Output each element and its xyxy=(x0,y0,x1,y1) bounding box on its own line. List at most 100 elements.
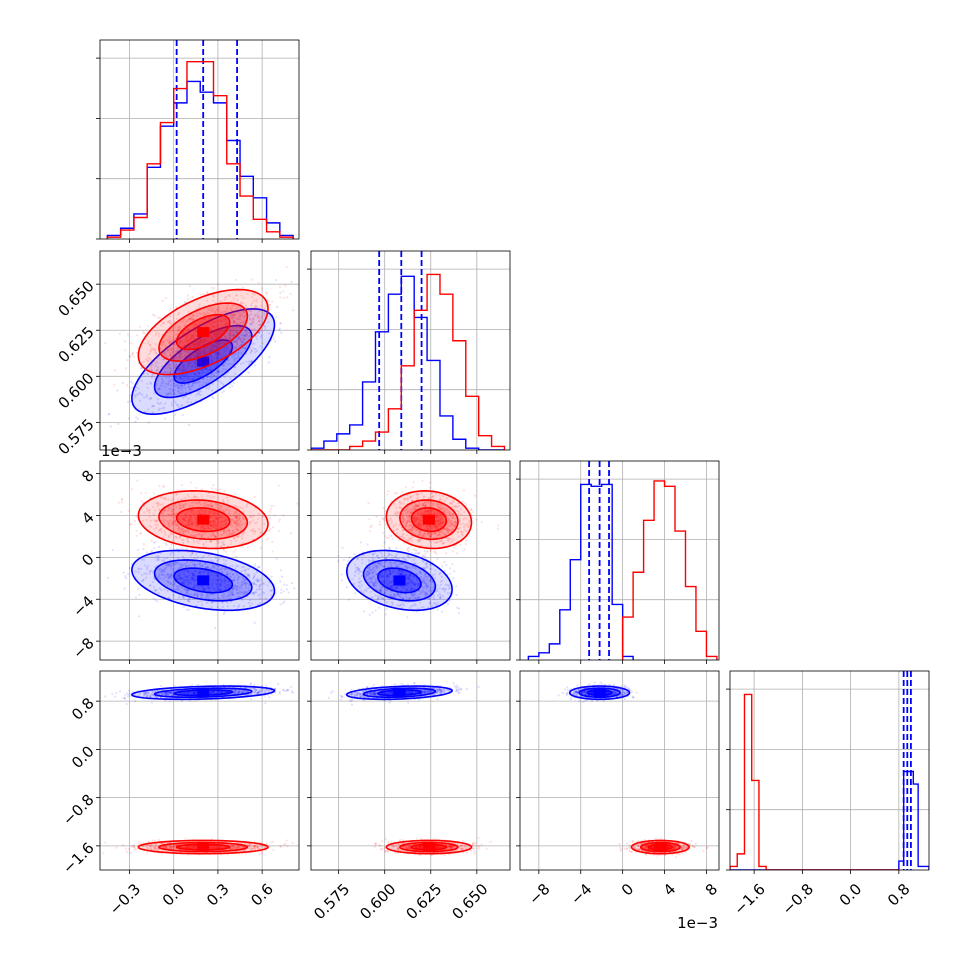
scatter-point-blue xyxy=(191,573,195,577)
scatter-point-blue xyxy=(238,326,242,329)
contour-blue xyxy=(153,324,253,399)
scatter-point-blue xyxy=(210,348,213,351)
scatter-point-red xyxy=(229,335,232,338)
scatter-point-red xyxy=(200,312,203,316)
scatter-point-blue xyxy=(197,351,200,355)
scatter-point-red xyxy=(221,331,224,334)
scatter-point-blue xyxy=(180,378,183,381)
scatter-point-blue xyxy=(181,570,184,573)
scatter-point-blue xyxy=(244,592,247,595)
scatter-point-blue xyxy=(193,343,196,346)
scatter-point-blue xyxy=(211,560,215,563)
scatter-point-blue xyxy=(223,582,227,585)
scatter-point-blue xyxy=(244,582,248,585)
scatter-point-red xyxy=(208,522,212,525)
scatter-point-blue xyxy=(196,354,199,358)
scatter-point-red xyxy=(226,345,230,348)
scatter-point-blue xyxy=(258,602,262,605)
scatter-point-blue xyxy=(200,585,203,588)
scatter-point-blue xyxy=(278,328,281,332)
scatter-point-red xyxy=(250,313,253,316)
scatter-point-blue xyxy=(225,574,229,577)
scatter-point-red xyxy=(259,547,262,550)
scatter-point-blue xyxy=(191,552,194,556)
scatter-point-blue xyxy=(107,413,110,416)
scatter-point-red xyxy=(235,328,238,331)
scatter-point-blue xyxy=(152,404,155,408)
scatter-point-red xyxy=(213,321,216,324)
y-tick-label: 0 xyxy=(78,550,97,569)
scatter-point-blue xyxy=(205,367,208,370)
scatter-point-blue xyxy=(274,278,278,282)
scatter-point-red xyxy=(143,332,146,335)
scatter-point-red xyxy=(195,330,198,333)
scatter-point-blue xyxy=(163,568,166,571)
scatter-point-blue xyxy=(185,608,188,611)
scatter-point-red xyxy=(208,316,211,319)
scatter-point-red xyxy=(176,332,179,336)
scatter-point-blue xyxy=(165,376,168,379)
scatter-point-blue xyxy=(197,392,200,395)
scatter-point-blue xyxy=(188,363,191,366)
scatter-point-blue xyxy=(183,384,186,387)
scatter-point-red xyxy=(149,348,152,352)
scatter-point-blue xyxy=(239,321,243,325)
scatter-point-blue xyxy=(173,581,176,584)
scatter-point-blue xyxy=(186,576,189,579)
scatter-point-blue xyxy=(174,376,177,379)
scatter-point-blue xyxy=(178,384,181,387)
scatter-point-blue xyxy=(166,589,169,592)
scatter-point-blue xyxy=(206,570,209,573)
scatter-point-red xyxy=(215,334,218,337)
scatter-point-red xyxy=(387,490,390,493)
scatter-point-blue xyxy=(226,570,229,574)
scatter-point-blue xyxy=(234,346,237,350)
scatter-point-red xyxy=(146,356,149,359)
scatter-point-blue xyxy=(233,346,236,349)
scatter-point-red xyxy=(251,322,254,325)
scatter-point-red xyxy=(155,333,158,336)
scatter-point-red xyxy=(169,307,172,310)
scatter-point-red xyxy=(174,333,177,336)
scatter-point-red xyxy=(193,355,196,358)
scatter-point-blue xyxy=(237,595,240,599)
scatter-point-blue xyxy=(215,578,218,582)
scatter-point-red xyxy=(258,323,261,327)
scatter-point-blue xyxy=(188,579,191,582)
scatter-point-blue xyxy=(223,349,226,353)
scatter-point-blue xyxy=(143,572,146,575)
scatter-point-blue xyxy=(209,349,212,352)
density-peak-blue xyxy=(197,356,210,367)
scatter-point-blue xyxy=(199,337,203,341)
scatter-point-blue xyxy=(216,586,219,589)
scatter-point-red xyxy=(212,484,215,487)
scatter-point-blue xyxy=(181,595,184,598)
scatter-point-red xyxy=(161,299,164,303)
scatter-point-blue xyxy=(213,357,216,360)
scatter-point-blue xyxy=(154,364,157,367)
scatter-point-blue xyxy=(253,621,256,624)
scatter-point-red xyxy=(217,283,220,286)
scatter-point-blue xyxy=(201,341,204,344)
scatter-point-blue xyxy=(238,349,241,352)
scatter-point-red xyxy=(190,323,194,326)
scatter-point-blue xyxy=(191,577,194,580)
scatter-point-red xyxy=(209,524,212,527)
scatter-point-red xyxy=(182,504,186,507)
scatter-point-blue xyxy=(172,393,175,396)
scatter-point-blue xyxy=(173,389,176,392)
scatter-point-red xyxy=(229,312,232,315)
scatter-point-blue xyxy=(259,578,263,582)
scatter-point-red xyxy=(463,548,466,551)
scatter-point-red xyxy=(213,330,216,334)
scatter-point-blue xyxy=(191,551,194,554)
scatter-point-red xyxy=(212,325,215,328)
scatter-point-blue xyxy=(181,369,184,372)
scatter-point-blue xyxy=(161,573,164,576)
scatter-point-blue xyxy=(192,377,195,380)
scatter-point-red xyxy=(167,498,170,501)
scatter-point-blue xyxy=(203,570,206,573)
scatter-point-blue xyxy=(170,576,173,579)
scatter-point-blue xyxy=(180,576,183,579)
scatter-point-red xyxy=(164,344,167,347)
